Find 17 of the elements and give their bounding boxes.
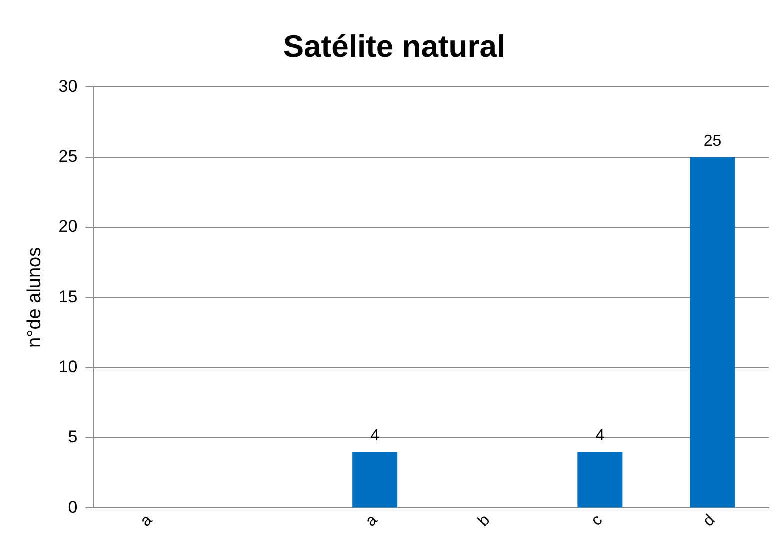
- y-tick-label: 30: [58, 76, 78, 96]
- x-tick-label: b: [475, 512, 494, 530]
- y-tick-label: 0: [68, 498, 78, 517]
- data-label: 25: [704, 132, 722, 150]
- data-label: 4: [596, 427, 605, 444]
- x-tick-label: d: [700, 512, 719, 530]
- data-label: 4: [370, 427, 380, 444]
- x-tick-label: a: [138, 512, 156, 530]
- y-tick-label: 25: [58, 147, 78, 166]
- y-axis-title: n°de alunos: [24, 247, 46, 348]
- y-tick-label: 5: [68, 428, 78, 447]
- x-tick-label: a: [362, 512, 382, 530]
- y-tick-label: 15: [58, 287, 78, 306]
- chart-title: Satélite natural: [283, 29, 506, 64]
- y-tick-label: 10: [58, 358, 78, 377]
- y-tick-label: 20: [58, 217, 78, 236]
- x-tick-label: c: [588, 512, 606, 530]
